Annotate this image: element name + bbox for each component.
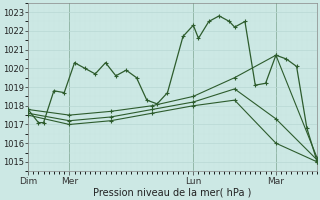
X-axis label: Pression niveau de la mer( hPa ): Pression niveau de la mer( hPa ) (93, 187, 252, 197)
